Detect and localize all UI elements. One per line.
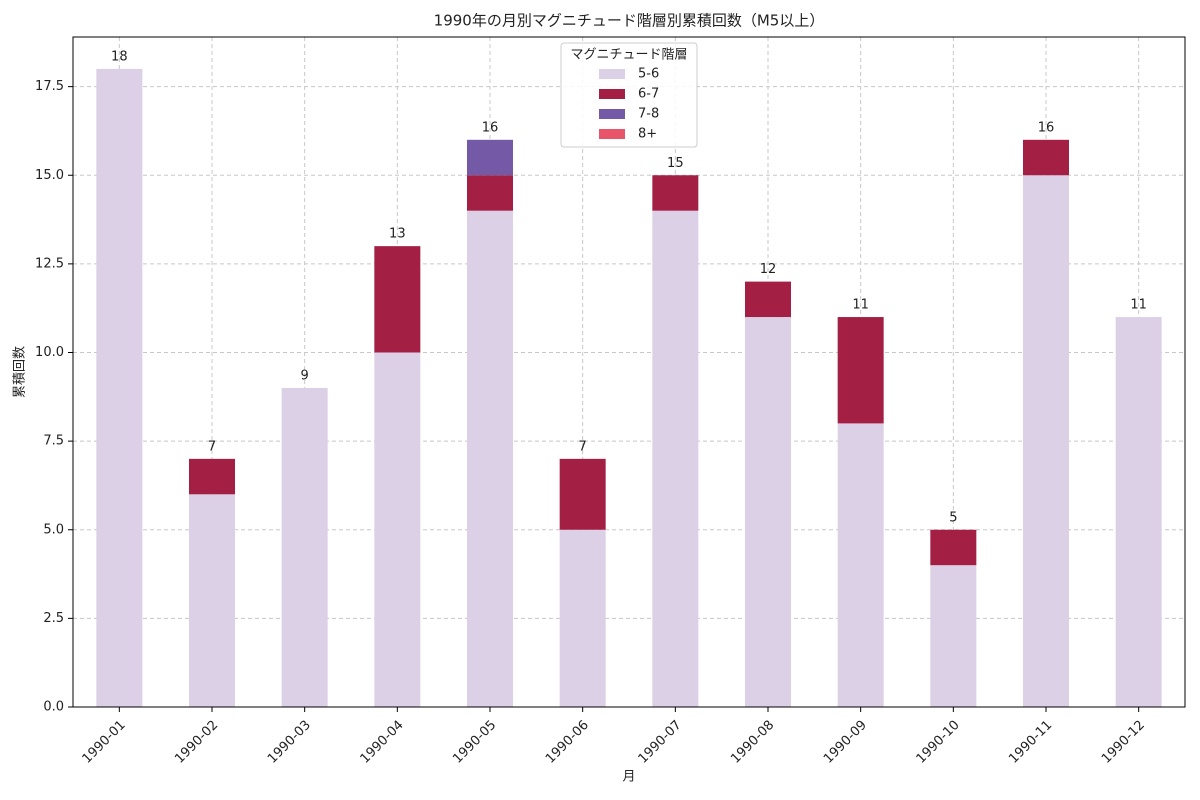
bar-segment	[652, 210, 699, 707]
legend-label: 8+	[638, 127, 657, 142]
total-label: 7	[208, 439, 216, 454]
grid	[73, 37, 1185, 708]
legend-title: マグニチュード階層	[570, 48, 687, 63]
bar-segment	[837, 317, 884, 424]
bar-segment	[467, 210, 513, 707]
total-label: 16	[482, 120, 499, 135]
y-tick-label: 0.0	[43, 700, 64, 715]
y-tick-label: 10.0	[35, 345, 64, 360]
x-tick-label: 1990-06	[543, 718, 592, 767]
legend-swatch	[599, 109, 625, 119]
total-label: 13	[389, 227, 406, 242]
bar-segment	[745, 281, 791, 318]
y-tick-label: 17.5	[35, 79, 64, 94]
legend-swatch	[599, 129, 625, 139]
bar-segment	[837, 423, 884, 707]
bar-segment	[374, 246, 421, 353]
bar-segment	[930, 565, 977, 707]
x-tick-label: 1990-10	[914, 718, 963, 767]
y-tick-label: 2.5	[43, 611, 64, 626]
total-label: 5	[949, 510, 957, 525]
total-label: 7	[579, 439, 587, 454]
x-tick-label: 1990-09	[821, 718, 870, 767]
y-axis-label: 累積回数	[13, 346, 28, 398]
bar-segment	[930, 529, 977, 566]
bar-segment	[374, 352, 421, 707]
total-label: 11	[1130, 298, 1147, 313]
chart-title: 1990年の月別マグニチュード階層別累積回数（M5以上）	[434, 12, 825, 30]
legend-label: 6-7	[638, 87, 659, 102]
bar-segment	[96, 68, 143, 707]
y-tick-label: 12.5	[35, 256, 64, 271]
bar-segment	[559, 529, 606, 707]
x-axis-label: 月	[622, 770, 635, 785]
x-tick-label: 1990-04	[358, 718, 407, 767]
x-tick-label: 1990-11	[1006, 718, 1055, 767]
x-tick-label: 1990-12	[1099, 718, 1148, 767]
legend-box	[560, 42, 698, 148]
total-label: 15	[667, 156, 684, 171]
x-tick-label: 1990-08	[728, 718, 777, 767]
bar-segment	[467, 139, 513, 176]
bar-segment	[1023, 175, 1069, 707]
x-tick-label: 1990-05	[450, 718, 499, 767]
x-tick-label: 1990-02	[172, 718, 221, 767]
legend-swatch	[599, 89, 625, 99]
bar-segment	[1023, 139, 1069, 176]
x-tick-label: 1990-01	[80, 718, 129, 767]
bar-segment	[652, 175, 699, 211]
y-tick-label: 7.5	[43, 434, 64, 449]
bar-segment	[1115, 317, 1162, 707]
x-tick-label: 1990-07	[636, 718, 685, 767]
bar-segment	[745, 317, 791, 707]
bar-segment	[189, 494, 235, 707]
legend-swatch	[599, 69, 625, 79]
total-label: 12	[760, 262, 777, 277]
total-label: 16	[1038, 120, 1055, 135]
plot-frame	[72, 36, 1186, 708]
bar-segment	[559, 458, 606, 530]
y-tick-label: 15.0	[35, 168, 64, 183]
legend-label: 7-8	[638, 107, 659, 122]
total-label: 9	[301, 368, 309, 383]
bar-segment	[281, 387, 328, 707]
bar-segment	[467, 175, 513, 211]
total-label: 11	[852, 298, 869, 313]
legend-label: 5-6	[638, 67, 659, 82]
x-tick-label: 1990-03	[265, 718, 314, 767]
total-label: 18	[111, 49, 128, 64]
y-tick-label: 5.0	[43, 522, 64, 537]
bar-segment	[189, 458, 235, 495]
